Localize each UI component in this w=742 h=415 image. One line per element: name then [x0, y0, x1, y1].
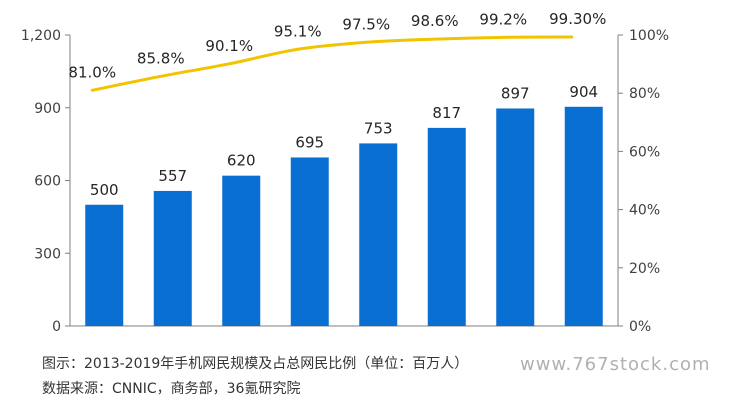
line-data-label: 98.6% — [411, 12, 459, 30]
right-tick-label: 100% — [629, 28, 669, 44]
bar-data-label: 557 — [158, 167, 187, 185]
bar — [290, 157, 329, 326]
line-data-label: 90.1% — [205, 37, 253, 55]
line-data-label: 95.1% — [274, 22, 322, 40]
bar-series: 500 557 620 695 753 817 897 904 — [85, 83, 603, 326]
line-data-label: 97.5% — [342, 15, 390, 33]
line-data-label: 81.0% — [68, 63, 116, 81]
left-tick-label: 1,200 — [21, 28, 61, 44]
bar-data-label: 817 — [432, 104, 461, 122]
right-axis: 0% 20% 40% 60% 80% 100% — [617, 28, 669, 335]
percentage-line-series: 81.0% 85.8% 90.1% 95.1% 97.5% 98.6% 99.2% 99.30… — [68, 10, 606, 92]
line-data-label: 99.30% — [549, 10, 606, 28]
watermark: www.767stock.com — [520, 354, 711, 375]
bar-data-label: 500 — [90, 181, 119, 199]
right-tick-label: 20% — [629, 261, 660, 277]
right-tick-label: 80% — [629, 86, 660, 102]
right-tick-label: 60% — [629, 144, 660, 160]
data-source: 数据来源：CNNIC，商务部，36氪研究院 — [42, 381, 301, 397]
left-tick-label: 900 — [34, 101, 61, 117]
bar-data-label: 904 — [569, 83, 598, 101]
bar-data-label: 620 — [227, 152, 256, 170]
bar — [85, 204, 124, 326]
bar — [496, 108, 535, 326]
percentage-line — [90, 35, 574, 92]
right-tick-label: 40% — [629, 203, 660, 219]
left-tick-label: 600 — [34, 174, 61, 190]
bar — [222, 175, 261, 326]
bar-data-label: 695 — [295, 133, 324, 151]
bar — [359, 143, 398, 326]
chart-caption: 图示：2013-2019年手机网民规模及占总网民比例（单位：百万人） — [42, 356, 469, 372]
chart-area: 0 300 600 900 1,200 0% 20% 40% 60% 80% 100% 500 55… — [21, 10, 669, 335]
right-tick-label: 0% — [629, 319, 651, 335]
left-tick-label: 0 — [52, 319, 61, 335]
bar-data-label: 897 — [501, 84, 530, 102]
bar — [564, 106, 603, 326]
line-data-label: 85.8% — [137, 49, 185, 67]
left-tick-label: 300 — [34, 246, 61, 262]
line-data-label: 99.2% — [479, 10, 527, 28]
bar — [427, 127, 466, 326]
bar — [153, 190, 192, 326]
bar-data-label: 753 — [364, 119, 393, 137]
